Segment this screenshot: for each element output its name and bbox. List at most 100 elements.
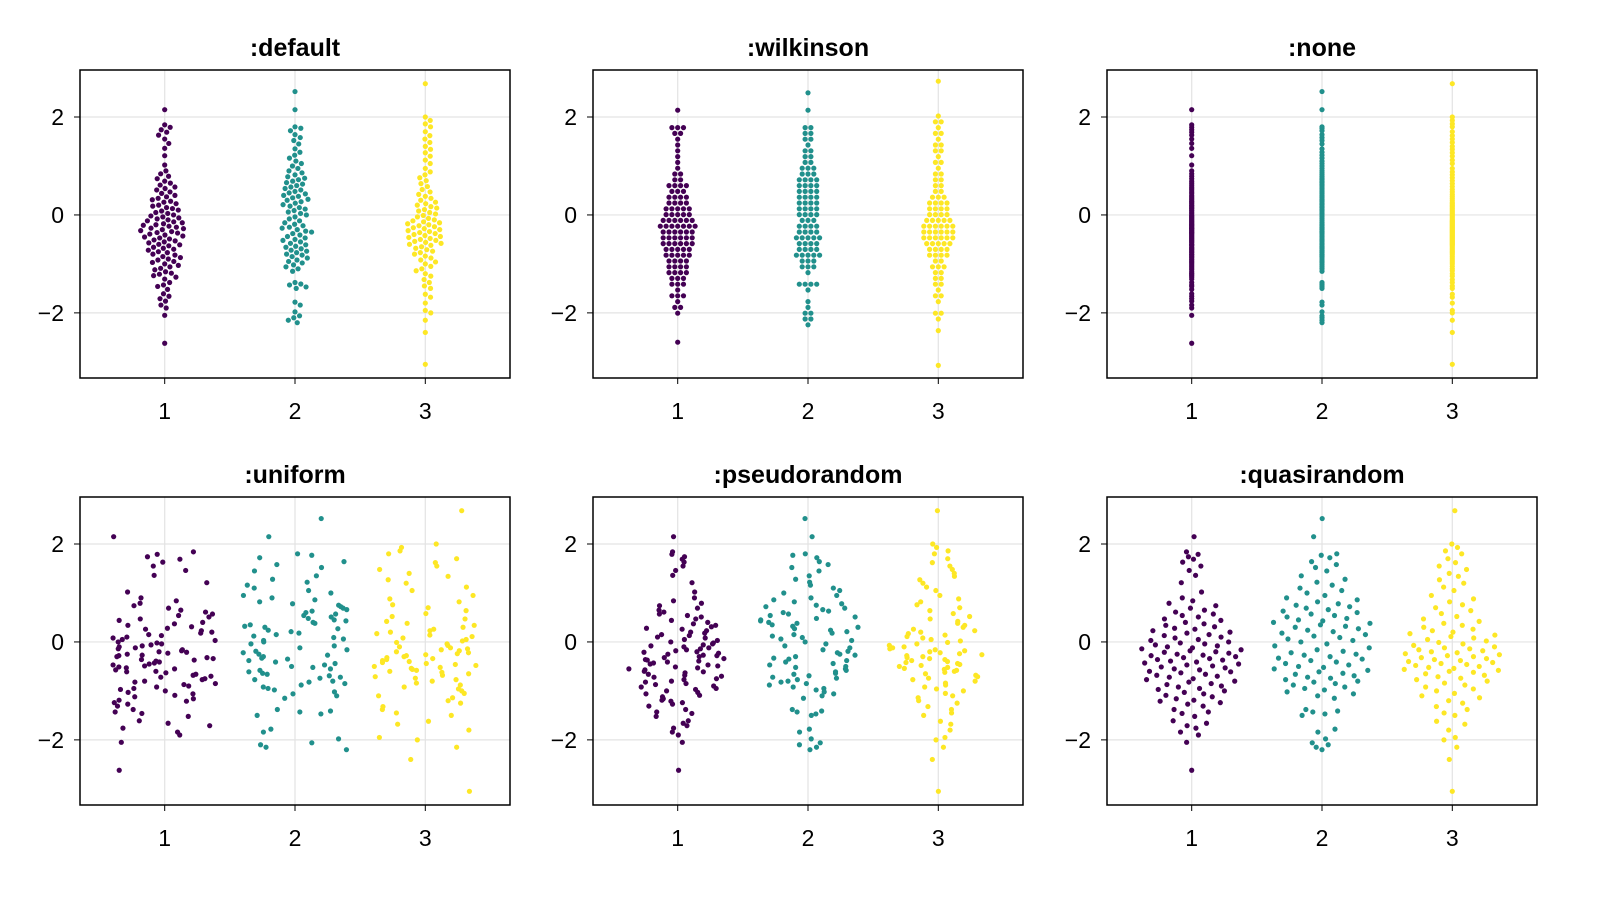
data-point xyxy=(921,235,927,241)
data-point xyxy=(680,563,686,569)
data-point xyxy=(265,685,271,692)
data-point xyxy=(1312,564,1319,571)
data-point xyxy=(1275,655,1282,661)
data-point xyxy=(672,177,678,183)
data-point xyxy=(434,205,440,211)
data-point xyxy=(833,675,840,681)
data-point xyxy=(139,643,145,649)
data-point xyxy=(1157,698,1163,704)
data-point xyxy=(288,663,295,670)
data-point xyxy=(302,175,308,181)
data-point xyxy=(805,217,811,223)
data-point xyxy=(130,706,136,713)
data-point xyxy=(686,246,692,252)
data-point xyxy=(290,230,296,237)
data-point xyxy=(1476,695,1483,701)
data-point xyxy=(171,246,177,252)
data-point xyxy=(1490,659,1496,666)
data-point xyxy=(1476,618,1482,624)
data-point xyxy=(291,315,297,321)
data-point xyxy=(817,252,823,258)
data-point xyxy=(932,206,939,212)
data-point xyxy=(1196,667,1203,673)
data-point xyxy=(808,125,814,131)
data-point xyxy=(938,119,944,125)
data-point xyxy=(1420,616,1427,622)
data-point xyxy=(1429,628,1435,634)
data-point xyxy=(177,556,183,562)
data-point xyxy=(799,217,805,223)
data-point xyxy=(427,124,434,130)
data-point xyxy=(675,281,681,287)
data-point xyxy=(286,168,292,174)
data-point xyxy=(960,688,966,694)
data-point xyxy=(1433,703,1439,710)
data-point xyxy=(1213,649,1219,655)
data-point xyxy=(1449,81,1455,87)
data-point xyxy=(138,656,145,663)
data-point xyxy=(171,666,178,672)
y-tick-label: 0 xyxy=(564,629,577,655)
data-point xyxy=(799,634,805,641)
data-point xyxy=(675,252,681,258)
data-point xyxy=(802,159,808,165)
data-point xyxy=(1161,632,1167,639)
data-point xyxy=(246,669,252,675)
data-point xyxy=(920,635,926,641)
data-point xyxy=(708,624,715,630)
data-point xyxy=(956,596,962,602)
data-point xyxy=(672,229,678,235)
data-point xyxy=(672,258,678,264)
data-point xyxy=(404,620,410,626)
data-point xyxy=(677,217,684,223)
data-point xyxy=(395,721,401,727)
data-point xyxy=(432,259,439,265)
data-point xyxy=(1209,663,1216,669)
data-point xyxy=(932,148,939,154)
data-point xyxy=(1191,697,1197,703)
data-point xyxy=(942,656,948,663)
data-point xyxy=(932,183,939,189)
data-point xyxy=(1218,634,1224,640)
data-point xyxy=(297,149,303,155)
data-point xyxy=(466,671,472,677)
data-point xyxy=(653,713,659,719)
data-point xyxy=(681,644,687,650)
data-point xyxy=(1333,561,1339,568)
data-point xyxy=(296,630,302,636)
data-point xyxy=(291,207,297,214)
data-point xyxy=(125,622,131,628)
data-point xyxy=(334,693,340,699)
data-point xyxy=(697,646,704,652)
data-point xyxy=(932,246,939,252)
data-point xyxy=(414,202,420,208)
data-point xyxy=(460,624,466,630)
data-point xyxy=(808,223,814,229)
data-point xyxy=(1172,635,1178,641)
data-point xyxy=(374,631,380,637)
data-point xyxy=(702,635,708,641)
data-point xyxy=(814,281,820,287)
data-point xyxy=(273,631,279,638)
data-point xyxy=(703,628,710,634)
data-point xyxy=(1218,683,1225,689)
data-point xyxy=(1483,638,1489,644)
data-point xyxy=(1367,620,1373,626)
data-point xyxy=(1283,677,1289,683)
data-point xyxy=(167,189,173,195)
data-point xyxy=(1322,711,1328,717)
data-point xyxy=(411,251,418,257)
data-point xyxy=(698,614,704,620)
data-point xyxy=(1302,685,1308,692)
data-point xyxy=(935,316,941,322)
data-point xyxy=(957,638,963,644)
data-point xyxy=(1189,145,1195,151)
data-point xyxy=(1495,667,1501,673)
data-point xyxy=(286,258,292,265)
data-point xyxy=(1421,624,1427,630)
data-point xyxy=(286,282,293,288)
data-point xyxy=(799,165,805,171)
data-point xyxy=(793,252,800,258)
data-point xyxy=(111,700,117,706)
